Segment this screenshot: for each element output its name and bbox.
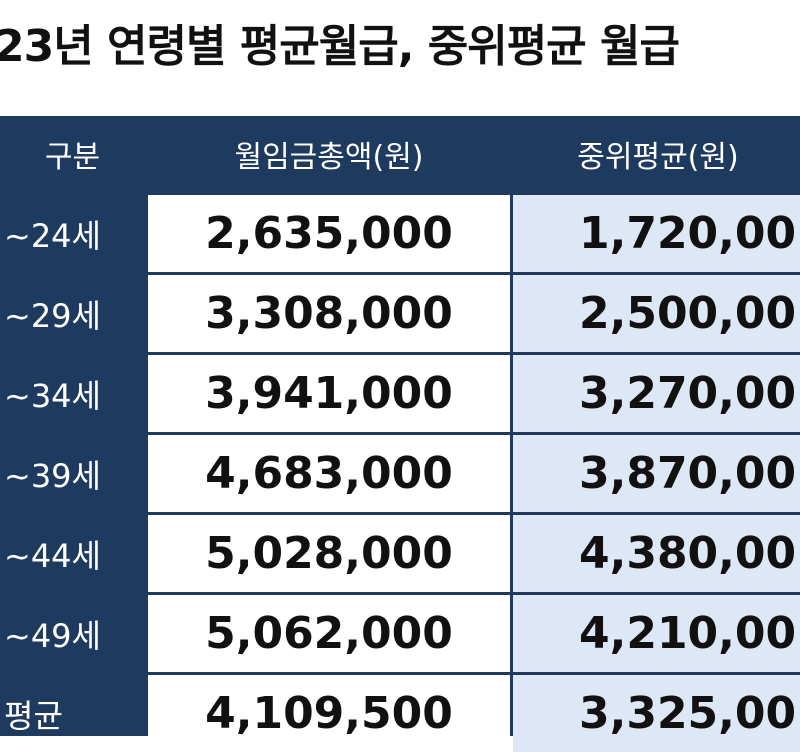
value-cell: 5,062,000 (148, 595, 510, 672)
header-cell: 중위평균(원) (577, 140, 739, 175)
value-cell: 4,683,000 (148, 435, 510, 512)
row-label: ~29세 (4, 296, 101, 335)
header-cell: 월임금총액(원) (234, 140, 424, 175)
value-cell: 4,380,00 (513, 515, 800, 592)
value-cell: 2,635,000 (148, 195, 510, 272)
value-cell: 3,870,00 (513, 435, 800, 512)
value-cell: 3,308,000 (148, 275, 510, 352)
row-label: ~24세 (4, 216, 101, 255)
value-cell: 5,028,000 (148, 515, 510, 592)
header-cell: 구분 (44, 140, 101, 175)
title: 23년 연령별 평균월급, 중위평균 월급 (0, 21, 680, 72)
value-cell: 4,210,00 (513, 595, 800, 672)
row-label: 평균 (4, 696, 63, 735)
page: 23년 연령별 평균월급, 중위평균 월급 구분 월임금총액(원) 중위평균(원) ~… (0, 21, 800, 752)
value-cell: 2,500,00 (513, 275, 800, 352)
value-cell: 3,325,00 (513, 675, 800, 752)
row-label: ~49세 (4, 616, 101, 655)
value-cell: 3,941,000 (148, 355, 510, 432)
row-label: ~34세 (4, 376, 101, 415)
value-cell: 3,270,00 (513, 355, 800, 432)
row-label: ~44세 (4, 536, 101, 575)
value-cell: 4,109,500 (148, 675, 510, 752)
table: 구분 월임금총액(원) 중위평균(원) ~24세 2,635,000 1,720,00 ~2… (0, 116, 800, 752)
row-label: ~39세 (4, 456, 101, 495)
value-cell: 1,720,00 (513, 195, 800, 272)
